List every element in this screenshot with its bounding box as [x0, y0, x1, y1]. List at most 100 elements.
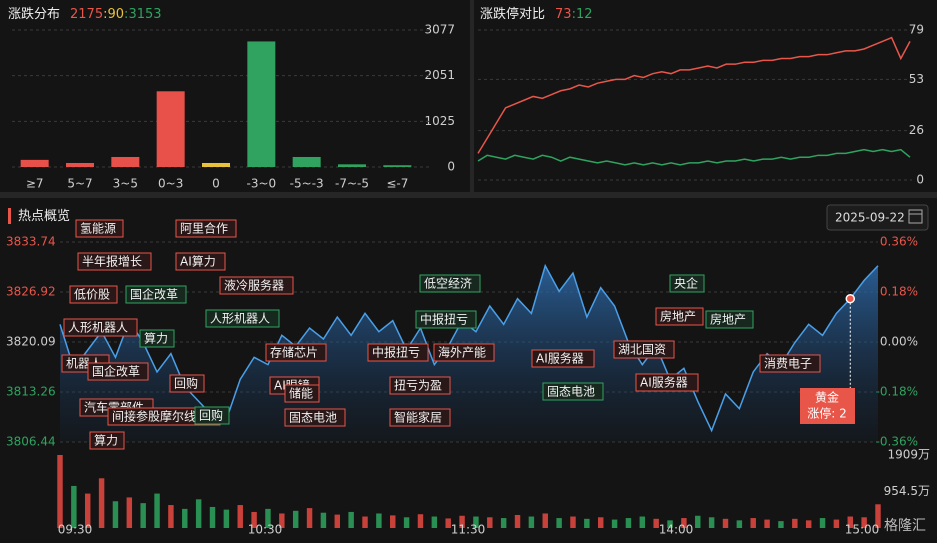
tag-label: 固态电池 — [289, 411, 337, 425]
volume-bar — [459, 515, 465, 528]
tag-box — [89, 431, 125, 450]
volume-bar — [279, 513, 285, 528]
y2-tick-label: 0.18% — [880, 285, 918, 299]
x-tick-label: 5~7 — [67, 177, 92, 191]
y-tick-label: 1025 — [424, 114, 455, 128]
tag: AI服务器 — [635, 373, 699, 392]
tag: 湖北国资 — [613, 340, 675, 359]
tag-box — [635, 373, 699, 392]
volume-bar — [639, 516, 646, 528]
tag-box — [75, 219, 124, 238]
tag: 半年报增长 — [77, 252, 152, 271]
tag-label: 海外产能 — [438, 345, 486, 360]
x-tick-label: 0 — [212, 177, 220, 191]
tag-box — [194, 406, 230, 425]
tag: 算力 — [89, 431, 125, 450]
tag-box — [284, 384, 320, 403]
highlight-box — [800, 388, 855, 424]
volume-bar — [57, 455, 63, 528]
volume-bar — [487, 517, 493, 528]
separator: : — [572, 7, 576, 22]
y-tick-label: 53 — [909, 72, 924, 86]
tag-box — [705, 310, 754, 329]
highlight-detail: 涨停: 2 — [807, 406, 847, 421]
panel-title: 热点概览 — [18, 208, 70, 224]
title-marker — [8, 208, 11, 224]
y2-tick-label: -0.18% — [876, 385, 918, 399]
volume-bar — [292, 510, 299, 528]
volume-bar — [695, 515, 701, 528]
tag: 海外产能 — [433, 343, 495, 362]
volume-bar — [209, 506, 216, 528]
volume-bar — [126, 497, 133, 528]
tag: 国企改革 — [87, 362, 149, 381]
bar — [20, 159, 49, 167]
volume-bar — [334, 514, 341, 528]
tag: 固态电池 — [542, 382, 604, 401]
tag-box — [419, 274, 481, 293]
summary-count: 12 — [576, 7, 593, 22]
tag: 房地产 — [655, 307, 704, 326]
tag: 氢能源 — [75, 219, 124, 238]
x-tick-label: 11:30 — [451, 523, 486, 537]
tag-label: 氢能源 — [80, 221, 116, 236]
tag-box — [613, 340, 675, 359]
tag: 液冷服务器 — [219, 276, 294, 295]
y2-tick-label: 0.36% — [880, 235, 918, 249]
volume-bar — [584, 518, 590, 528]
title: 涨跌停对比 — [480, 6, 545, 22]
tag-label: 储能 — [289, 386, 313, 401]
tag-label: 央企 — [674, 276, 698, 291]
x-tick-label: -3~0 — [247, 177, 277, 191]
y-tick-label: 0 — [916, 173, 924, 187]
y-tick-label: 3833.74 — [6, 235, 56, 249]
volume-bar — [667, 520, 673, 528]
y-tick-label: 3820.09 — [6, 335, 56, 349]
tag-label: 房地产 — [710, 312, 746, 327]
tag-box — [175, 252, 226, 271]
tag-box — [205, 309, 280, 328]
bar — [338, 164, 366, 167]
summary-count: 73 — [555, 7, 572, 22]
summary-count: 90 — [108, 7, 125, 22]
volume-bar — [251, 511, 257, 528]
tag-label: 液冷服务器 — [224, 278, 284, 293]
x-tick-label: 3~5 — [113, 177, 138, 191]
volume-bar — [833, 519, 840, 528]
tag-label: 智能家居 — [394, 410, 442, 425]
tag-label: 房地产 — [660, 309, 696, 324]
tag-box — [139, 329, 175, 348]
volume-bar — [805, 520, 812, 528]
bar — [202, 162, 230, 167]
tag-box — [175, 219, 237, 238]
x-tick-label: 09:30 — [58, 523, 93, 537]
tag-box — [69, 285, 118, 304]
x-tick-label: 15:00 — [845, 523, 880, 537]
bar — [247, 41, 276, 167]
separator: : — [103, 7, 107, 22]
volume-bar — [764, 519, 770, 528]
tag-box — [63, 318, 138, 337]
tag: 人形机器人 — [205, 309, 280, 328]
date-picker[interactable] — [826, 204, 929, 231]
tag: 储能 — [284, 384, 320, 403]
title: 涨跌分布 — [8, 6, 60, 22]
tag-label: 人形机器人 — [210, 312, 270, 326]
volume-bar — [237, 505, 243, 528]
volume-bar — [154, 493, 160, 528]
volume-bar — [431, 516, 438, 528]
panel-title: 涨跌停对比 73:12 — [480, 6, 593, 22]
y2-tick-label: -0.36% — [876, 435, 918, 449]
tag-label: 低空经济 — [424, 276, 472, 291]
volume-bar — [542, 513, 548, 528]
highlight-point — [845, 293, 856, 304]
tag: 中报扭亏 — [415, 310, 477, 329]
tag: 中报扭亏 — [367, 343, 429, 362]
tag-label: 湖北国资 — [618, 342, 666, 357]
tag-box — [759, 354, 821, 373]
tag: 低价股 — [69, 285, 118, 304]
tag-label: 国企改革 — [92, 364, 140, 379]
tag-box — [542, 382, 604, 401]
tag-box — [87, 362, 149, 381]
